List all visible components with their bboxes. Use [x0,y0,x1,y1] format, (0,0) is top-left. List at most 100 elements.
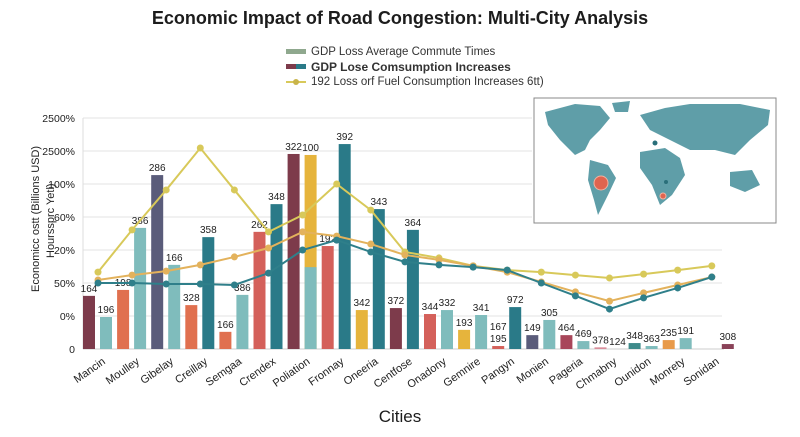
x-tick-label: Gibelay [138,355,176,387]
bar [628,343,641,349]
inset-map-landmass [730,170,760,192]
series-point [162,186,170,194]
series-point [640,294,648,302]
bar-data-label: 343 [370,197,387,208]
y-tick-label: 20% [54,245,75,257]
bar-data-label: 378 [592,335,609,346]
bar [509,307,522,349]
bar-data-label: 305 [541,308,558,319]
bar-data-label: 972 [507,295,524,306]
bar-data-label: 164 [81,284,98,295]
bar-data-label: 235 [660,328,677,339]
map-marker [652,140,658,146]
series-point [708,262,716,270]
series-point [265,244,272,252]
x-tick-label: Crendex [237,355,278,389]
bar [100,316,112,349]
bar [83,295,95,349]
bar-data-label: 193 [456,318,473,329]
bar-data-label: 308 [719,332,736,343]
bar-data-label: 322 [285,142,302,153]
series-point [94,268,102,276]
bar-data-label: 328 [183,293,200,304]
series-point [196,280,204,288]
bar-data-label: 341 [473,303,490,314]
bar-data-label: 286 [149,163,166,174]
x-tick-label: Pangyn [479,356,516,387]
y-tick-label: 2500% [42,113,75,125]
series-point [640,270,648,278]
inset-map-landmass [640,148,685,205]
bar-data-label: 392 [336,132,353,143]
bar-data-label: 348 [268,192,285,203]
bar [577,341,590,349]
bar-data-label: 332 [439,298,456,309]
bar [475,315,488,349]
series-point [299,228,307,236]
legend-label: GDP Loss Average Commute Times [311,45,496,58]
y-tick-label: 100% [48,179,75,191]
legend-swatch [286,49,306,54]
y-tick-label: 0% [60,311,75,323]
inset-map-landmass [612,101,630,112]
bar-data-label: 166 [217,320,234,331]
series-point [503,266,511,274]
legend: GDP Loss Average Commute Times GDP Lose … [286,44,544,89]
series-point [230,186,238,194]
bar-data-label: 364 [405,218,422,229]
series-point [299,246,307,254]
series-point [230,253,238,261]
series-point [94,279,102,287]
x-tick-label: Onadony [405,355,449,391]
bar-data-label: 344 [422,302,439,313]
series-point [435,261,443,269]
bar-data-label: 386 [234,283,251,294]
bar [117,289,130,349]
map-marker [664,180,668,184]
bar-data-label: 464 [558,323,575,334]
x-axis-label: Cities [378,407,422,426]
bar [645,346,658,349]
bar-data-label: 149 [524,323,541,334]
bar [372,209,385,349]
bar [406,229,419,349]
series-point [401,258,409,266]
bar-data-label: 196 [98,305,115,316]
series-point [128,279,136,287]
series-point [230,281,238,289]
x-tick-label: Monrety [648,355,688,388]
x-tick-label: Semgaa [204,355,245,389]
series-point [265,228,272,236]
bar [134,227,147,349]
series-point [606,305,613,313]
bar [594,347,607,349]
series-point [571,271,579,279]
series-point [674,284,682,292]
series-point [333,180,341,188]
bar-data-label: 191 [677,326,694,337]
series-point [299,211,307,219]
bar [721,344,734,349]
bar-data-label: 192 [319,234,336,245]
bar [355,310,368,349]
chart-title: Economic Impact of Road Congestion: Mult… [151,8,649,28]
bar-base-segment [304,267,317,349]
series-point [162,267,170,275]
bar [662,340,675,349]
series-point [640,289,648,297]
legend-item-fuel: 192 Loss orf Fuel Consumption Increases … [286,74,544,89]
series-point [367,248,375,256]
x-tick-label: Fronnay [306,355,346,388]
bar-data-label: 166 [166,253,183,264]
series-point [128,226,136,234]
bar [236,294,249,349]
bar [492,346,505,349]
bar-data-label: 124 [609,337,626,348]
bar [168,264,181,349]
series-point [537,279,545,287]
map-marker [659,192,667,200]
bar-data-label: 195 [490,334,507,345]
series-point [128,271,136,279]
series-point [469,263,477,271]
